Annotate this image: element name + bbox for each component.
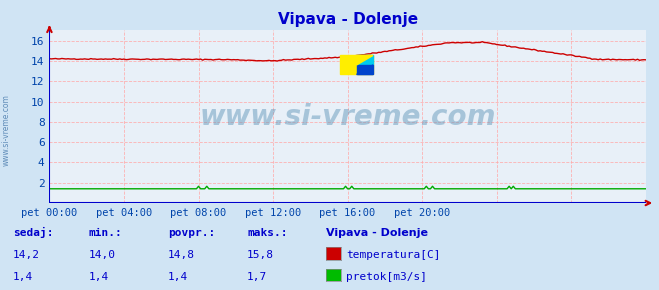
Text: 1,4: 1,4 <box>13 272 34 282</box>
Bar <box>357 55 373 65</box>
Text: 14,2: 14,2 <box>13 250 40 260</box>
Bar <box>357 65 373 75</box>
Text: 1,4: 1,4 <box>89 272 109 282</box>
Text: sedaj:: sedaj: <box>13 227 53 238</box>
Text: pretok[m3/s]: pretok[m3/s] <box>346 272 427 282</box>
Text: 14,0: 14,0 <box>89 250 116 260</box>
Text: 15,8: 15,8 <box>247 250 274 260</box>
Text: 1,7: 1,7 <box>247 272 268 282</box>
Title: Vipava - Dolenje: Vipava - Dolenje <box>277 12 418 26</box>
Text: povpr.:: povpr.: <box>168 228 215 238</box>
Text: maks.:: maks.: <box>247 228 287 238</box>
Text: 14,8: 14,8 <box>168 250 195 260</box>
Text: 1,4: 1,4 <box>168 272 188 282</box>
Bar <box>340 55 373 75</box>
Text: Vipava - Dolenje: Vipava - Dolenje <box>326 228 428 238</box>
Text: www.si-vreme.com: www.si-vreme.com <box>2 95 11 166</box>
Text: temperatura[C]: temperatura[C] <box>346 250 440 260</box>
Polygon shape <box>357 55 373 65</box>
Text: www.si-vreme.com: www.si-vreme.com <box>200 103 496 131</box>
Polygon shape <box>357 65 373 75</box>
Text: min.:: min.: <box>89 228 123 238</box>
